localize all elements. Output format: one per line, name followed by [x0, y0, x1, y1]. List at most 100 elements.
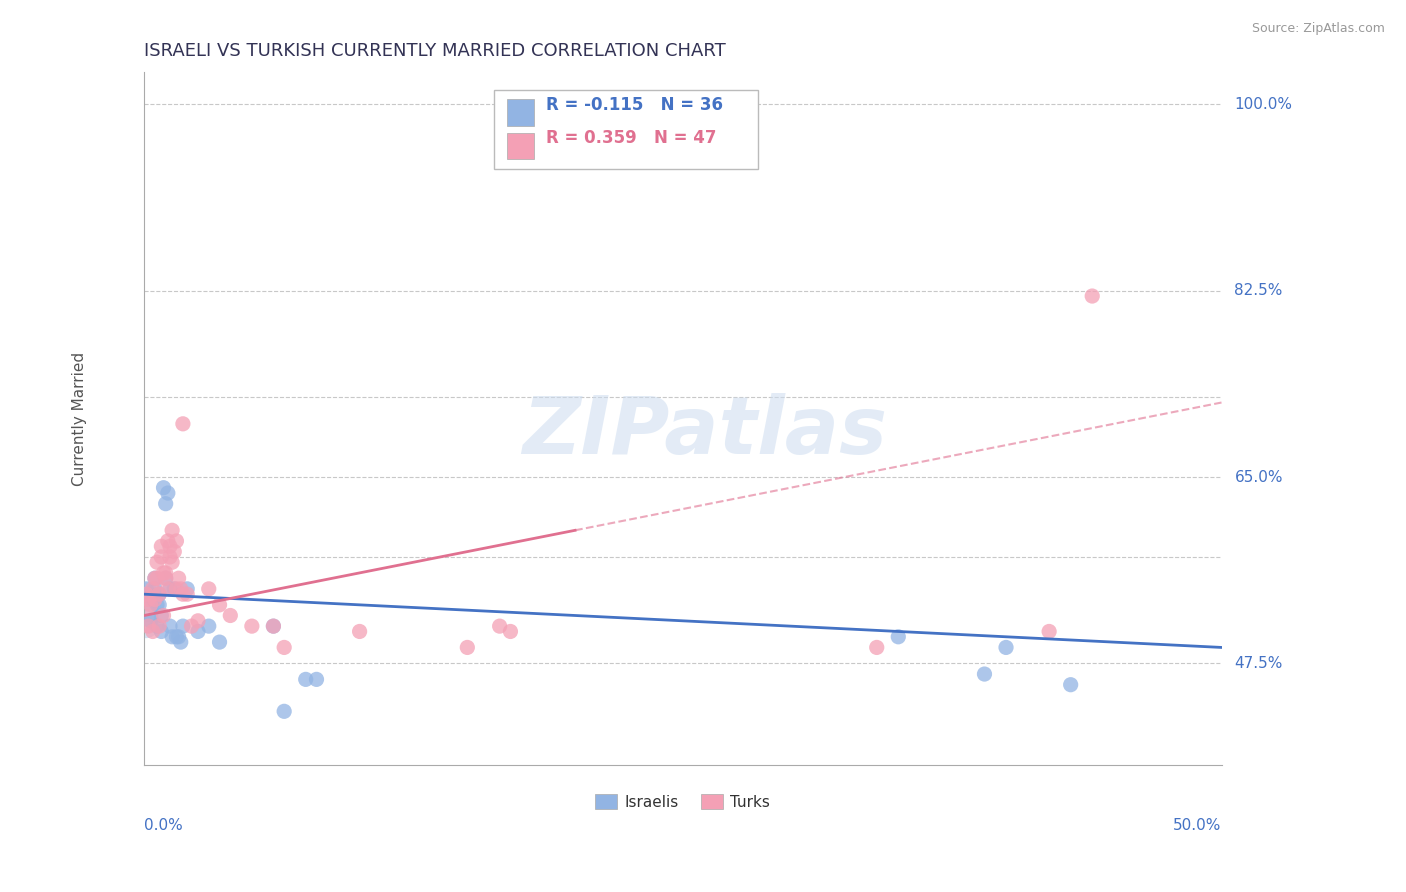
Point [176, 587, 198, 601]
Point [148, 587, 170, 601]
Point [219, 608, 242, 623]
Point [167, 630, 190, 644]
Point [135, 582, 157, 596]
Point [262, 619, 284, 633]
Point [138, 587, 160, 601]
Point [142, 592, 165, 607]
Point [159, 539, 181, 553]
Point [156, 486, 179, 500]
Point [152, 608, 174, 623]
Point [135, 587, 157, 601]
Point [159, 549, 181, 564]
Point [163, 544, 186, 558]
Point [146, 555, 169, 569]
Point [294, 673, 316, 687]
Point [135, 619, 157, 633]
Point [1038, 624, 1060, 639]
Point [139, 598, 162, 612]
Point [136, 614, 159, 628]
Point [187, 614, 209, 628]
Point [148, 619, 170, 633]
Point [148, 587, 170, 601]
Point [143, 592, 166, 607]
Point [156, 582, 179, 596]
Point [156, 533, 179, 548]
Text: R = -0.115   N = 36: R = -0.115 N = 36 [546, 96, 723, 114]
Point [163, 582, 186, 596]
Point [1081, 289, 1104, 303]
Point [456, 640, 478, 655]
Point [305, 673, 328, 687]
Point [167, 571, 190, 585]
Point [148, 598, 170, 612]
Point [208, 598, 231, 612]
Point [160, 555, 183, 569]
Text: 0.0%: 0.0% [145, 818, 183, 833]
Point [165, 582, 187, 596]
Point [150, 608, 173, 623]
Point [180, 619, 202, 633]
Point [146, 598, 169, 612]
Point [134, 598, 156, 612]
Point [136, 603, 159, 617]
Point [170, 635, 193, 649]
Point [142, 582, 165, 596]
Point [138, 619, 160, 633]
Point [172, 417, 194, 431]
Point [240, 619, 263, 633]
Point [152, 481, 174, 495]
Text: Source: ZipAtlas.com: Source: ZipAtlas.com [1251, 22, 1385, 36]
Point [152, 566, 174, 580]
Text: 65.0%: 65.0% [1234, 469, 1282, 484]
Point [159, 582, 181, 596]
Point [866, 640, 889, 655]
Point [273, 704, 295, 718]
Point [349, 624, 371, 639]
Point [197, 582, 219, 596]
Point [197, 619, 219, 633]
Point [176, 582, 198, 596]
Text: 82.5%: 82.5% [1234, 284, 1282, 298]
Point [146, 619, 169, 633]
Point [160, 524, 183, 538]
Text: 50.0%: 50.0% [1173, 818, 1222, 833]
Point [160, 630, 183, 644]
Point [155, 566, 177, 580]
FancyBboxPatch shape [495, 90, 758, 169]
Point [146, 571, 169, 585]
Text: ZIPatlas: ZIPatlas [522, 393, 887, 471]
Point [159, 619, 181, 633]
Point [995, 640, 1018, 655]
Point [135, 587, 157, 601]
Text: Currently Married: Currently Married [72, 351, 87, 485]
Point [488, 619, 510, 633]
Point [499, 624, 522, 639]
Point [142, 624, 165, 639]
Point [143, 582, 166, 596]
Point [139, 614, 162, 628]
Point [150, 549, 173, 564]
Point [150, 624, 173, 639]
Point [155, 571, 177, 585]
Point [150, 539, 173, 553]
Point [187, 624, 209, 639]
Point [143, 571, 166, 585]
Point [143, 571, 166, 585]
Point [887, 630, 910, 644]
Text: 47.5%: 47.5% [1234, 656, 1282, 671]
FancyBboxPatch shape [508, 133, 534, 159]
Point [165, 630, 187, 644]
Point [208, 635, 231, 649]
Point [262, 619, 284, 633]
Point [155, 571, 177, 585]
Point [172, 587, 194, 601]
Point [172, 619, 194, 633]
Point [973, 667, 995, 681]
FancyBboxPatch shape [508, 99, 534, 126]
Point [134, 592, 156, 607]
Point [165, 533, 187, 548]
Point [1060, 678, 1083, 692]
Text: ISRAELI VS TURKISH CURRENTLY MARRIED CORRELATION CHART: ISRAELI VS TURKISH CURRENTLY MARRIED COR… [145, 42, 725, 60]
Point [273, 640, 295, 655]
Point [170, 582, 193, 596]
